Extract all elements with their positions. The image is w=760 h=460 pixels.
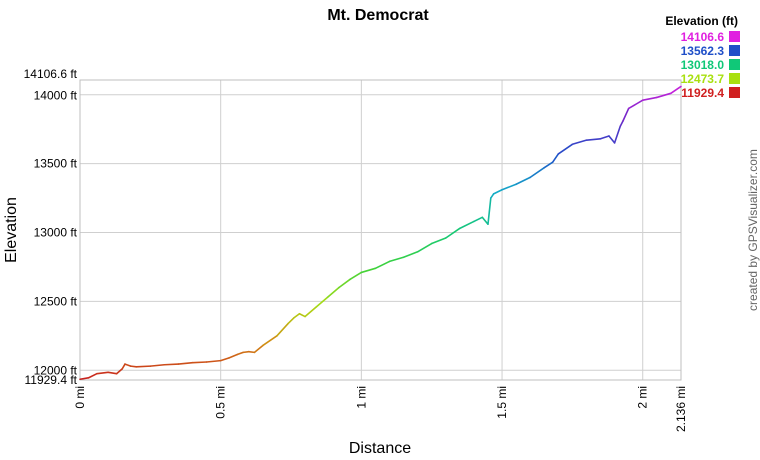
line-segment (228, 353, 239, 359)
line-segment (129, 365, 138, 368)
line-segment (293, 312, 301, 319)
legend-value: 14106.6 (681, 30, 725, 44)
credit-text: created by GPSVisualizer.com (746, 149, 760, 311)
line-segment (87, 372, 98, 379)
y-tick-label: 11929.4 ft (25, 373, 78, 387)
line-segment (304, 306, 318, 318)
legend-swatch (729, 31, 740, 42)
line-segment (115, 368, 124, 375)
y-tick-label: 14106.6 ft (24, 67, 78, 81)
line-segment (96, 371, 109, 375)
line-segment (608, 135, 616, 144)
line-segment (487, 197, 492, 226)
line-segment (298, 312, 306, 318)
legend-swatch (729, 59, 740, 70)
line-segment (619, 120, 624, 128)
line-segment (191, 361, 208, 364)
legend-swatch (729, 87, 740, 98)
x-tick-label: 1.5 mi (495, 386, 509, 419)
x-axis-title: Distance (349, 440, 411, 457)
line-segment (242, 350, 250, 354)
line-segment (236, 351, 244, 356)
line-segment (135, 365, 152, 368)
line-segment (585, 137, 602, 141)
x-tick-label: 0 mi (73, 386, 87, 409)
line-segment (149, 363, 166, 367)
line-segment (163, 363, 180, 366)
x-tick-labels: 0 mi 0.5 mi 1 mi 1.5 mi 2 mi 2.136 mi (73, 386, 688, 432)
line-segment (219, 357, 230, 362)
line-segment (338, 278, 351, 289)
line-segment (177, 361, 194, 365)
line-segment (253, 344, 264, 354)
line-segment (287, 317, 295, 325)
line-segment (402, 250, 419, 259)
x-tick-label: 2.136 mi (674, 386, 688, 432)
line-segment (416, 242, 433, 253)
x-tick-label: 1 mi (354, 386, 368, 409)
chart-title: Mt. Democrat (327, 7, 429, 24)
line-segment (444, 227, 461, 239)
line-segment (349, 271, 363, 281)
legend-value: 12473.7 (681, 72, 725, 86)
line-segment (656, 92, 672, 99)
line-segment (121, 363, 126, 370)
elevation-line (79, 85, 682, 381)
legend-value: 13562.3 (681, 44, 725, 58)
line-segment (481, 216, 489, 226)
line-segment (543, 161, 554, 169)
x-tick-label: 2 mi (636, 386, 650, 409)
line-segment (107, 371, 118, 375)
line-segment (124, 363, 132, 367)
line-segment (459, 220, 475, 230)
line-segment (360, 267, 377, 274)
line-segment (613, 125, 622, 144)
line-segment (529, 166, 546, 179)
line-segment (641, 96, 658, 102)
legend-swatch (729, 73, 740, 84)
y-tick-label: 12000 ft (34, 363, 78, 377)
line-segment (262, 335, 278, 347)
line-segment (551, 153, 560, 164)
line-segment (326, 286, 340, 299)
y-tick-label: 14000 ft (34, 89, 78, 103)
y-axis-title: Elevation (3, 197, 20, 263)
legend-swatch (729, 45, 740, 56)
legend-value: 11929.4 (681, 86, 724, 100)
y-tick-label: 12500 ft (34, 294, 78, 308)
line-segment (388, 256, 405, 263)
line-segment (430, 237, 447, 245)
line-segment (501, 183, 517, 191)
line-segment (79, 377, 90, 381)
line-segment (599, 135, 610, 140)
line-segment (276, 322, 290, 337)
line-segment (473, 216, 484, 223)
grid-layer (79, 79, 682, 381)
legend: Elevation (ft) 14106.613562.313018.01247… (665, 14, 740, 100)
line-segment (374, 260, 391, 270)
y-tick-label: 13000 ft (34, 225, 78, 239)
line-segment (571, 139, 588, 146)
line-segment (557, 143, 574, 155)
line-segment (248, 350, 256, 354)
line-segment (627, 99, 644, 110)
line-segment (670, 85, 682, 95)
line-segment (622, 107, 630, 122)
legend-title: Elevation (ft) (665, 14, 738, 28)
line-segment (489, 193, 495, 199)
y-tick-label: 13500 ft (34, 157, 78, 171)
x-tick-label: 0.5 mi (214, 386, 228, 419)
line-segment (492, 188, 503, 195)
legend-value: 13018.0 (681, 58, 725, 72)
line-segment (515, 176, 531, 186)
line-segment (205, 359, 222, 363)
plot-frame (79, 79, 682, 381)
line-segment (315, 296, 329, 308)
